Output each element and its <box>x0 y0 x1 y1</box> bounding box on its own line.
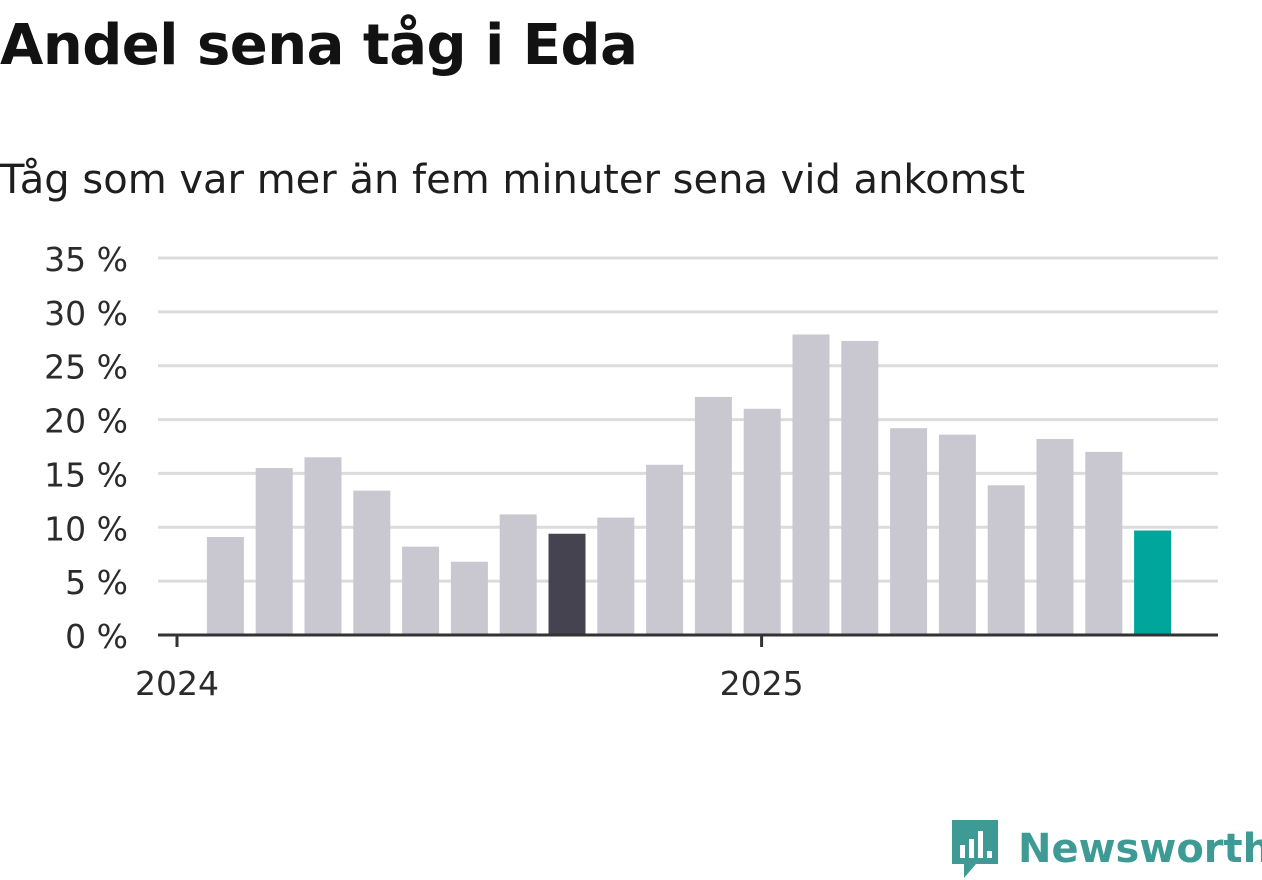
bar-2024-07 <box>499 514 537 635</box>
bar-2024-11 <box>694 396 732 635</box>
y-tick-label: 15 % <box>44 455 128 494</box>
bar-2024-01 <box>206 536 244 635</box>
bar-2025-03 <box>890 428 928 635</box>
y-tick-label: 10 % <box>44 509 128 548</box>
y-tick-label: 25 % <box>44 348 128 387</box>
bar-2025-04 <box>938 434 976 635</box>
bar-2024-12 <box>743 408 781 635</box>
bar-2024-05 <box>402 546 440 635</box>
y-tick-label: 35 % <box>44 240 128 279</box>
bar-2025-08 <box>1134 530 1172 635</box>
bar-2024-06 <box>450 561 488 635</box>
y-tick-label: 0 % <box>65 617 128 656</box>
y-tick-label: 20 % <box>44 402 128 441</box>
bar-2025-07 <box>1085 451 1123 635</box>
bar-2024-09 <box>597 517 635 635</box>
brand-name: Newsworthy <box>1018 826 1262 872</box>
y-tick-label: 30 % <box>44 294 128 333</box>
x-axis-ticks: 2024 2025 <box>135 635 804 703</box>
bar-2024-03 <box>304 457 342 635</box>
bar-2024-04 <box>353 490 391 635</box>
bar-2025-05 <box>987 485 1025 635</box>
newsworthy-logo-icon <box>952 820 998 878</box>
x-tick-label: 2024 <box>135 664 219 703</box>
bar-2024-08 <box>548 533 586 635</box>
bar-2025-06 <box>1036 438 1074 635</box>
x-tick-label: 2025 <box>720 664 804 703</box>
chart-subtitle: Tåg som var mer än fem minuter sena vid … <box>0 157 1026 203</box>
chart-title: Andel sena tåg i Eda <box>0 13 638 78</box>
bars <box>206 334 1172 635</box>
bar-2024-10 <box>646 464 684 635</box>
bar-2025-02 <box>841 340 879 635</box>
bar-2025-01 <box>792 334 830 635</box>
brand: Newsworthy <box>950 818 1262 880</box>
y-axis-ticks: 0 % 5 % 10 % 15 % 20 % 25 % 30 % 35 % <box>44 240 128 656</box>
bar-2024-02 <box>255 468 293 635</box>
y-tick-label: 5 % <box>65 563 128 602</box>
